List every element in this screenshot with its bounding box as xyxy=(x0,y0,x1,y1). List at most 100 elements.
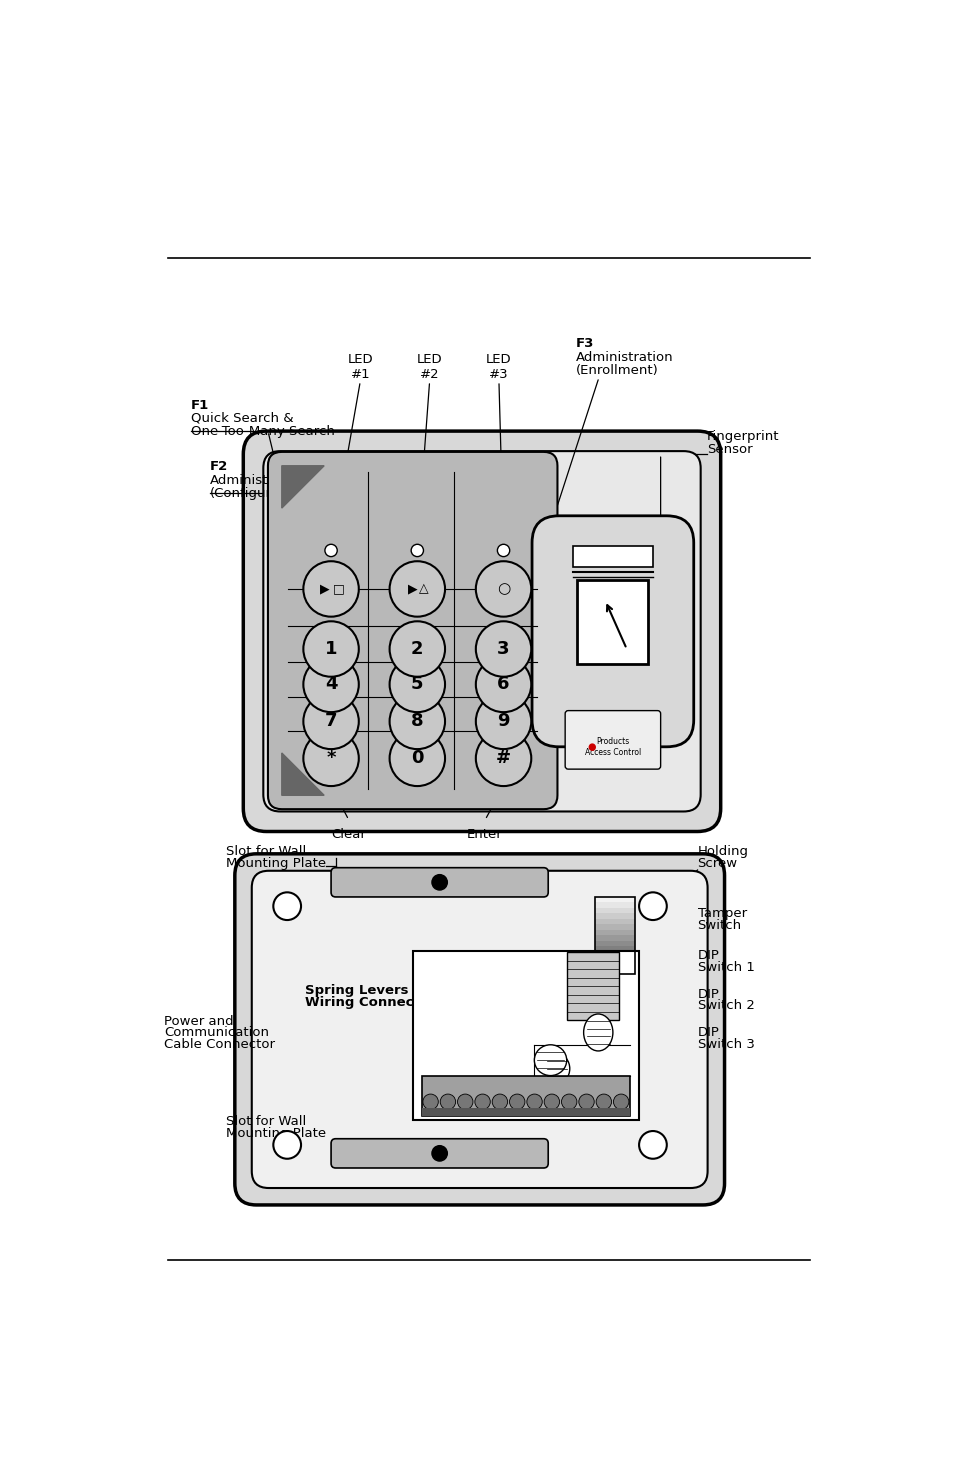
Bar xyxy=(595,951,635,957)
Bar xyxy=(595,897,635,974)
Text: □: □ xyxy=(333,583,344,596)
Bar xyxy=(595,962,635,969)
Text: Switch 1: Switch 1 xyxy=(697,960,754,974)
Text: Sensor: Sensor xyxy=(706,442,752,456)
Circle shape xyxy=(543,1094,559,1109)
Text: Cable Connector: Cable Connector xyxy=(164,1038,274,1052)
Circle shape xyxy=(303,693,358,749)
Text: Switch 3: Switch 3 xyxy=(697,1038,754,1052)
Text: One-Too-Many Search: One-Too-Many Search xyxy=(191,425,335,438)
Circle shape xyxy=(492,1094,507,1109)
Text: Slot for Wall: Slot for Wall xyxy=(225,1115,306,1128)
Text: 3: 3 xyxy=(497,640,509,658)
Circle shape xyxy=(411,544,423,556)
Bar xyxy=(595,940,635,947)
Text: 8: 8 xyxy=(411,712,423,730)
Bar xyxy=(421,1108,629,1115)
Circle shape xyxy=(432,1146,447,1161)
Text: 7: 7 xyxy=(324,712,337,730)
Text: (Enrollment): (Enrollment) xyxy=(576,364,658,378)
Bar xyxy=(595,907,635,913)
Text: Mounting Plate: Mounting Plate xyxy=(225,857,325,870)
Text: 2: 2 xyxy=(411,640,423,658)
FancyBboxPatch shape xyxy=(532,516,693,746)
FancyBboxPatch shape xyxy=(252,870,707,1187)
Circle shape xyxy=(476,693,531,749)
Bar xyxy=(595,935,635,941)
Text: Administration: Administration xyxy=(576,351,673,364)
Text: F3: F3 xyxy=(576,338,594,350)
Text: 0: 0 xyxy=(411,749,423,767)
Ellipse shape xyxy=(534,1044,566,1075)
Circle shape xyxy=(389,730,444,786)
Polygon shape xyxy=(281,466,324,507)
Circle shape xyxy=(432,875,447,889)
Text: Holding: Holding xyxy=(697,845,748,858)
FancyBboxPatch shape xyxy=(268,451,557,810)
Bar xyxy=(595,923,635,929)
Text: ○: ○ xyxy=(497,581,510,596)
Circle shape xyxy=(303,621,358,677)
Text: 9: 9 xyxy=(497,712,509,730)
Bar xyxy=(595,957,635,963)
FancyBboxPatch shape xyxy=(564,711,659,768)
Text: *: * xyxy=(326,749,335,767)
Text: Administration: Administration xyxy=(210,473,308,487)
Circle shape xyxy=(274,1131,301,1159)
Circle shape xyxy=(476,656,531,712)
Text: Switch 2: Switch 2 xyxy=(697,1000,754,1012)
Text: Screw: Screw xyxy=(697,857,737,870)
Bar xyxy=(595,913,635,919)
Circle shape xyxy=(476,560,531,617)
Text: 5: 5 xyxy=(411,676,423,693)
Text: LED
#3: LED #3 xyxy=(486,353,511,381)
Text: Access Control: Access Control xyxy=(584,748,640,757)
Circle shape xyxy=(596,1094,611,1109)
Circle shape xyxy=(274,892,301,920)
Bar xyxy=(595,945,635,951)
Text: ▶: ▶ xyxy=(320,583,330,596)
Text: Tamper: Tamper xyxy=(697,907,746,920)
Circle shape xyxy=(303,656,358,712)
Circle shape xyxy=(303,560,358,617)
Circle shape xyxy=(457,1094,473,1109)
Text: Products: Products xyxy=(596,738,629,746)
Circle shape xyxy=(389,621,444,677)
Bar xyxy=(595,917,635,925)
Circle shape xyxy=(389,560,444,617)
Text: 1: 1 xyxy=(324,640,337,658)
Circle shape xyxy=(389,656,444,712)
Circle shape xyxy=(389,693,444,749)
Text: F1: F1 xyxy=(191,398,209,412)
Circle shape xyxy=(497,544,509,556)
Text: DIP: DIP xyxy=(697,1027,719,1040)
Text: DIP: DIP xyxy=(697,988,719,1002)
Ellipse shape xyxy=(583,1013,612,1052)
Text: Communication: Communication xyxy=(164,1027,269,1040)
Bar xyxy=(413,951,639,1120)
Text: Power and: Power and xyxy=(164,1015,233,1028)
Bar xyxy=(595,968,635,974)
Text: Wiring Connections: Wiring Connections xyxy=(305,996,451,1009)
Bar xyxy=(572,546,652,568)
Text: 4: 4 xyxy=(324,676,337,693)
Circle shape xyxy=(303,730,358,786)
Ellipse shape xyxy=(544,1055,569,1083)
Bar xyxy=(595,901,635,909)
Text: Fingerprint: Fingerprint xyxy=(706,429,779,442)
Circle shape xyxy=(561,1094,577,1109)
Circle shape xyxy=(325,544,336,556)
Bar xyxy=(421,1075,629,1115)
FancyBboxPatch shape xyxy=(234,854,723,1205)
Circle shape xyxy=(526,1094,541,1109)
Circle shape xyxy=(476,621,531,677)
Text: Switch: Switch xyxy=(697,919,740,932)
Circle shape xyxy=(422,1094,437,1109)
Circle shape xyxy=(509,1094,524,1109)
Text: DIP: DIP xyxy=(697,950,719,962)
Text: Spring Levers for: Spring Levers for xyxy=(305,984,435,997)
Text: △: △ xyxy=(418,583,428,596)
Polygon shape xyxy=(281,752,324,795)
Text: Clear: Clear xyxy=(331,827,366,841)
Circle shape xyxy=(439,1094,456,1109)
